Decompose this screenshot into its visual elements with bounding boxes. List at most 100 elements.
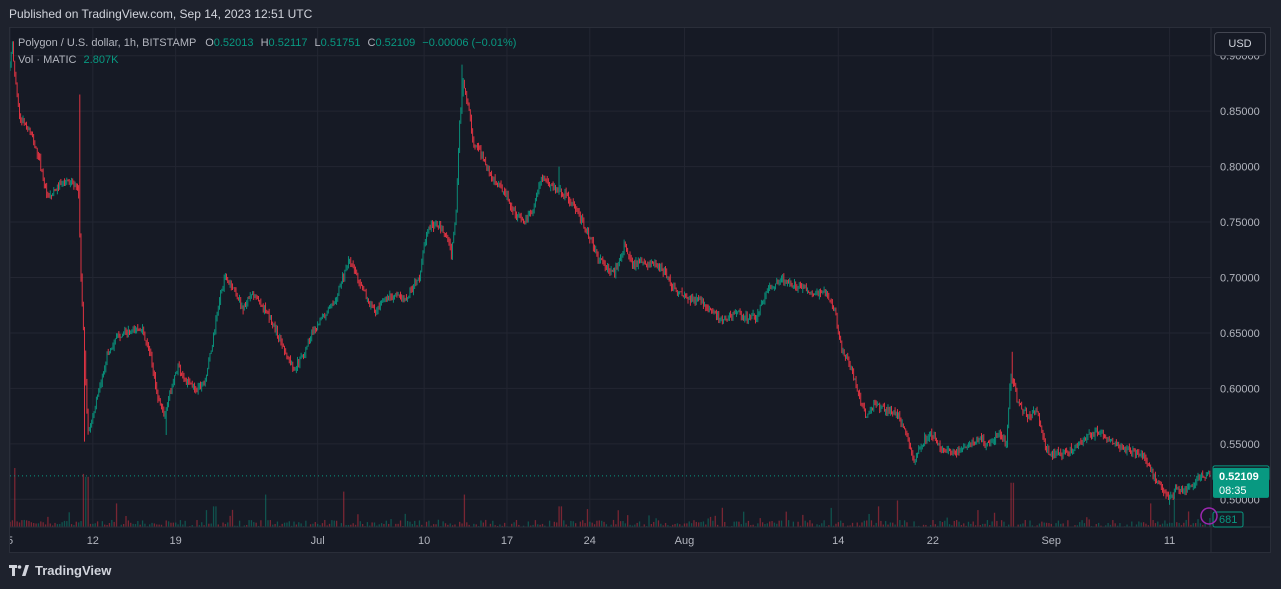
volume-bar [1147,525,1149,527]
volume-bar [875,522,877,527]
volume-bar [350,524,352,527]
chart-grid [10,28,1211,527]
volume-bar [1057,520,1060,527]
volume-bar [234,525,236,527]
volume-bar [56,524,59,527]
volume-bar [544,525,546,527]
volume-bar [85,476,87,527]
volume-bar [421,524,423,527]
volume-bar [229,515,231,527]
currency-button[interactable]: USD [1214,32,1266,56]
volume-bar [347,524,350,527]
volume-bar [631,525,634,527]
volume-bar [286,522,288,527]
volume-bar [468,524,470,527]
volume-bar [593,524,596,527]
volume-bar [435,524,437,527]
volume-bar [662,525,664,527]
time-tick-label: Aug [675,535,695,547]
volume-bar [33,523,35,527]
volume-bar [1131,521,1133,527]
volume-bar [965,525,967,527]
volume-bar [210,523,212,527]
volume-bar [937,525,939,527]
volume-bar [1157,521,1159,527]
volume-bar [191,525,193,527]
footer-brand[interactable]: TradingView [9,563,111,578]
volume-bar [312,523,314,527]
volume-bar [80,521,82,527]
volume-bar [993,512,996,527]
volume-bar [1150,503,1152,527]
time-tick-label: 5 [10,535,13,547]
volume-bar [894,524,896,527]
volume-bar [243,525,245,527]
volume-bar [255,522,257,527]
volume-bar [627,515,629,527]
last-price-countdown: 08:35 [1219,485,1247,497]
volume-bar [1029,520,1031,527]
volume-bar [769,521,771,527]
volume-bar [1204,522,1206,527]
volume-bar [141,520,144,527]
scroll-realtime-icon[interactable] [1200,507,1218,525]
volume-bar [156,524,158,527]
volume-bar [1043,522,1045,527]
volume-bar [643,524,645,527]
volume-bar [160,524,163,527]
volume-bar [707,518,709,527]
volume-bar [222,522,224,527]
volume-bar [1180,525,1183,527]
volume-bar [913,521,915,527]
price-chart[interactable]: 0.900000.850000.800000.750000.700000.650… [10,28,1270,552]
volume-bar [63,520,66,527]
volume-bar [851,522,854,527]
legend-high: 0.52117 [268,37,308,49]
candles [10,41,1212,505]
volume-bar [319,525,321,527]
tradingview-logo-icon [9,564,29,576]
volume-bar [269,520,272,527]
volume-bar [1168,522,1171,527]
volume-bar [922,524,925,527]
volume-bar [563,520,565,527]
volume-bar [972,521,974,527]
volume-bar [1008,524,1010,527]
volume-bar [373,522,376,527]
legend-low: 0.51751 [320,37,361,49]
volume-bar [939,520,941,527]
volume-bar [989,525,991,527]
volume-bar [811,523,813,527]
volume-bar [388,523,390,527]
volume-bar [1000,520,1003,527]
volume-bar [28,520,30,527]
legend-volume-label: Vol · MATIC [18,54,77,66]
volume-bar [248,520,250,527]
volume-bar [122,523,125,527]
volume-bar [610,524,612,527]
volume-bar [896,500,899,527]
chart-frame[interactable]: 0.90000 0.85000 0.80000 0.75000 0.70000 0.650… [9,27,1271,553]
volume-bar [18,522,21,527]
volume-bar [553,521,555,527]
volume-bar [956,520,958,527]
volume-bar [10,521,11,527]
volume-bar [433,524,435,527]
volume-bar [324,519,326,527]
volume-bar [899,520,901,527]
volume-bar [201,522,203,527]
volume-bar [343,491,345,527]
volume-bar [873,525,875,527]
volume-bar [1060,523,1062,527]
volume-bar [492,520,494,527]
volume-bar [861,522,863,527]
volume-bar [991,521,993,527]
volume-bar [1192,523,1194,527]
volume-bar [522,525,525,527]
volume-bar [882,524,884,527]
volume-bar [953,520,955,527]
volume-bar [328,523,331,527]
volume-bar [68,512,70,527]
volume-bar [1097,522,1100,527]
volume-bar [321,523,324,527]
